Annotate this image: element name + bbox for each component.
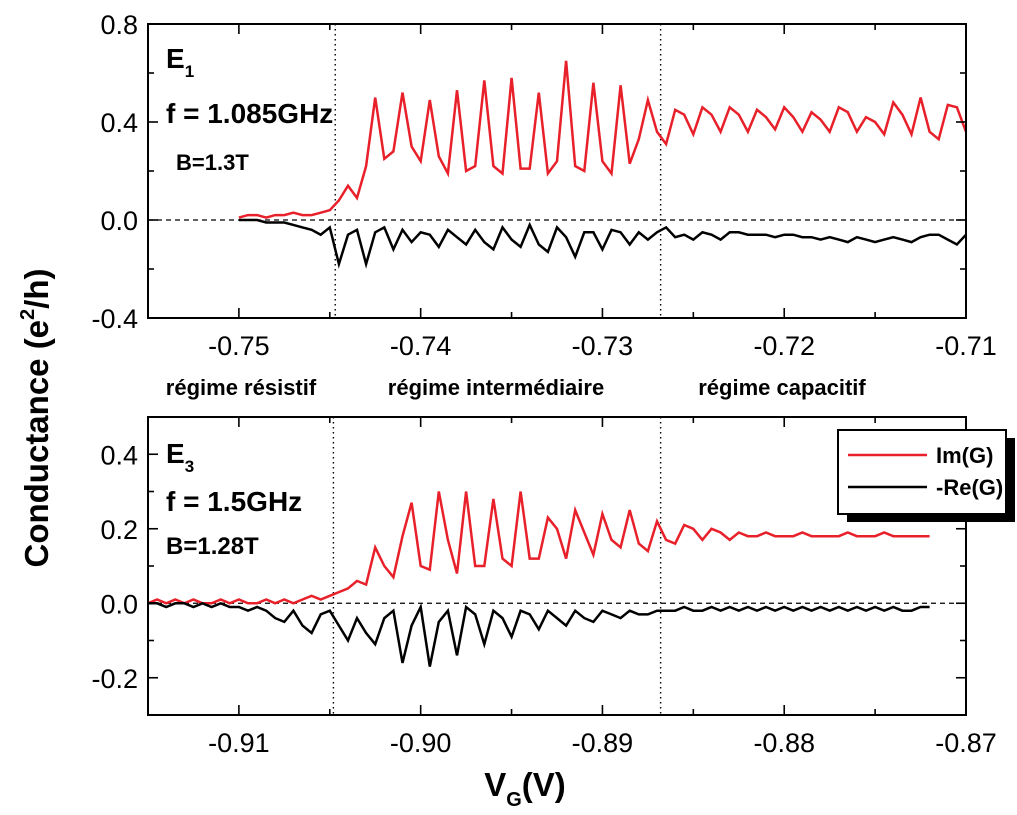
x-axis-label-sub: G <box>506 789 522 811</box>
panel-bottom-y-tick-label: -0.2 <box>91 664 138 694</box>
panel-bottom-label-sub: 3 <box>185 457 194 476</box>
panel-bottom-freq: f = 1.5GHz <box>166 486 302 517</box>
panel-bottom-label: E3 <box>166 438 194 476</box>
panel-top-y-tick-label: -0.4 <box>91 304 138 334</box>
x-axis-label: VG(V) <box>484 766 566 811</box>
panel-bottom-im-series <box>147 491 930 605</box>
panel-top-freq: f = 1.085GHz <box>166 98 333 129</box>
regime-label-intermediate: régime intermédiaire <box>388 375 604 400</box>
panel-top-field: B=1.3T <box>176 150 249 175</box>
y-axis-label-sup: 2 <box>17 309 39 320</box>
panel-top-x-tick-label: -0.75 <box>208 331 270 361</box>
panel-bottom: -0.91 -0.90 -0.89 -0.88 -0.87 -0.2 0.0 0.2 0.4 E… <box>91 416 997 758</box>
panel-bottom-y-tick-label: 0.0 <box>100 589 138 619</box>
panel-top-label: E1 <box>166 43 194 81</box>
panel-top: -0.75 -0.74 -0.73 -0.72 -0.71 -0.4 0.0 0.4 0.8 E… <box>91 10 996 361</box>
panel-top-re-series <box>238 218 967 269</box>
panel-top-im-series <box>238 60 968 219</box>
panel-top-frame <box>147 23 967 319</box>
panel-top-x-tick-label: -0.74 <box>390 331 452 361</box>
legend-box <box>837 429 1007 515</box>
legend-re-label: -Re(G) <box>936 475 1003 500</box>
panel-top-y-tick-label: 0.4 <box>100 108 138 138</box>
y-axis-label-tail: /h) <box>18 269 55 309</box>
panel-top-x-tick-label: -0.73 <box>572 331 634 361</box>
legend: Im(G) -Re(G) <box>837 429 1015 522</box>
panel-bottom-y-tick-label: 0.2 <box>100 515 138 545</box>
panel-top-y-tick-label: 0.0 <box>100 206 138 236</box>
panel-top-x-tick-label: -0.72 <box>753 331 815 361</box>
legend-im-label: Im(G) <box>936 443 993 468</box>
regime-label-capacitive: régime capacitif <box>698 375 866 400</box>
regime-label-resistive: régime résistif <box>166 375 317 400</box>
panel-top-x-tick-label: -0.71 <box>935 331 997 361</box>
x-axis-label-tail: (V) <box>522 766 566 803</box>
panel-bottom-x-tick-label: -0.88 <box>753 728 815 758</box>
panel-bottom-x-tick-label: -0.87 <box>935 728 997 758</box>
panel-bottom-x-tick-label: -0.90 <box>390 728 452 758</box>
panel-top-y-tick-label: 0.8 <box>100 10 138 40</box>
panel-bottom-field: B=1.28T <box>166 533 259 560</box>
panel-bottom-y-tick-label: 0.4 <box>100 440 138 470</box>
panel-bottom-x-tick-label: -0.91 <box>208 728 270 758</box>
panel-top-label-sub: 1 <box>185 62 194 81</box>
panel-bottom-re-series <box>148 601 930 667</box>
y-axis-label: Conductance (e2/h) <box>17 269 55 568</box>
panel-bottom-x-tick-label: -0.89 <box>572 728 634 758</box>
